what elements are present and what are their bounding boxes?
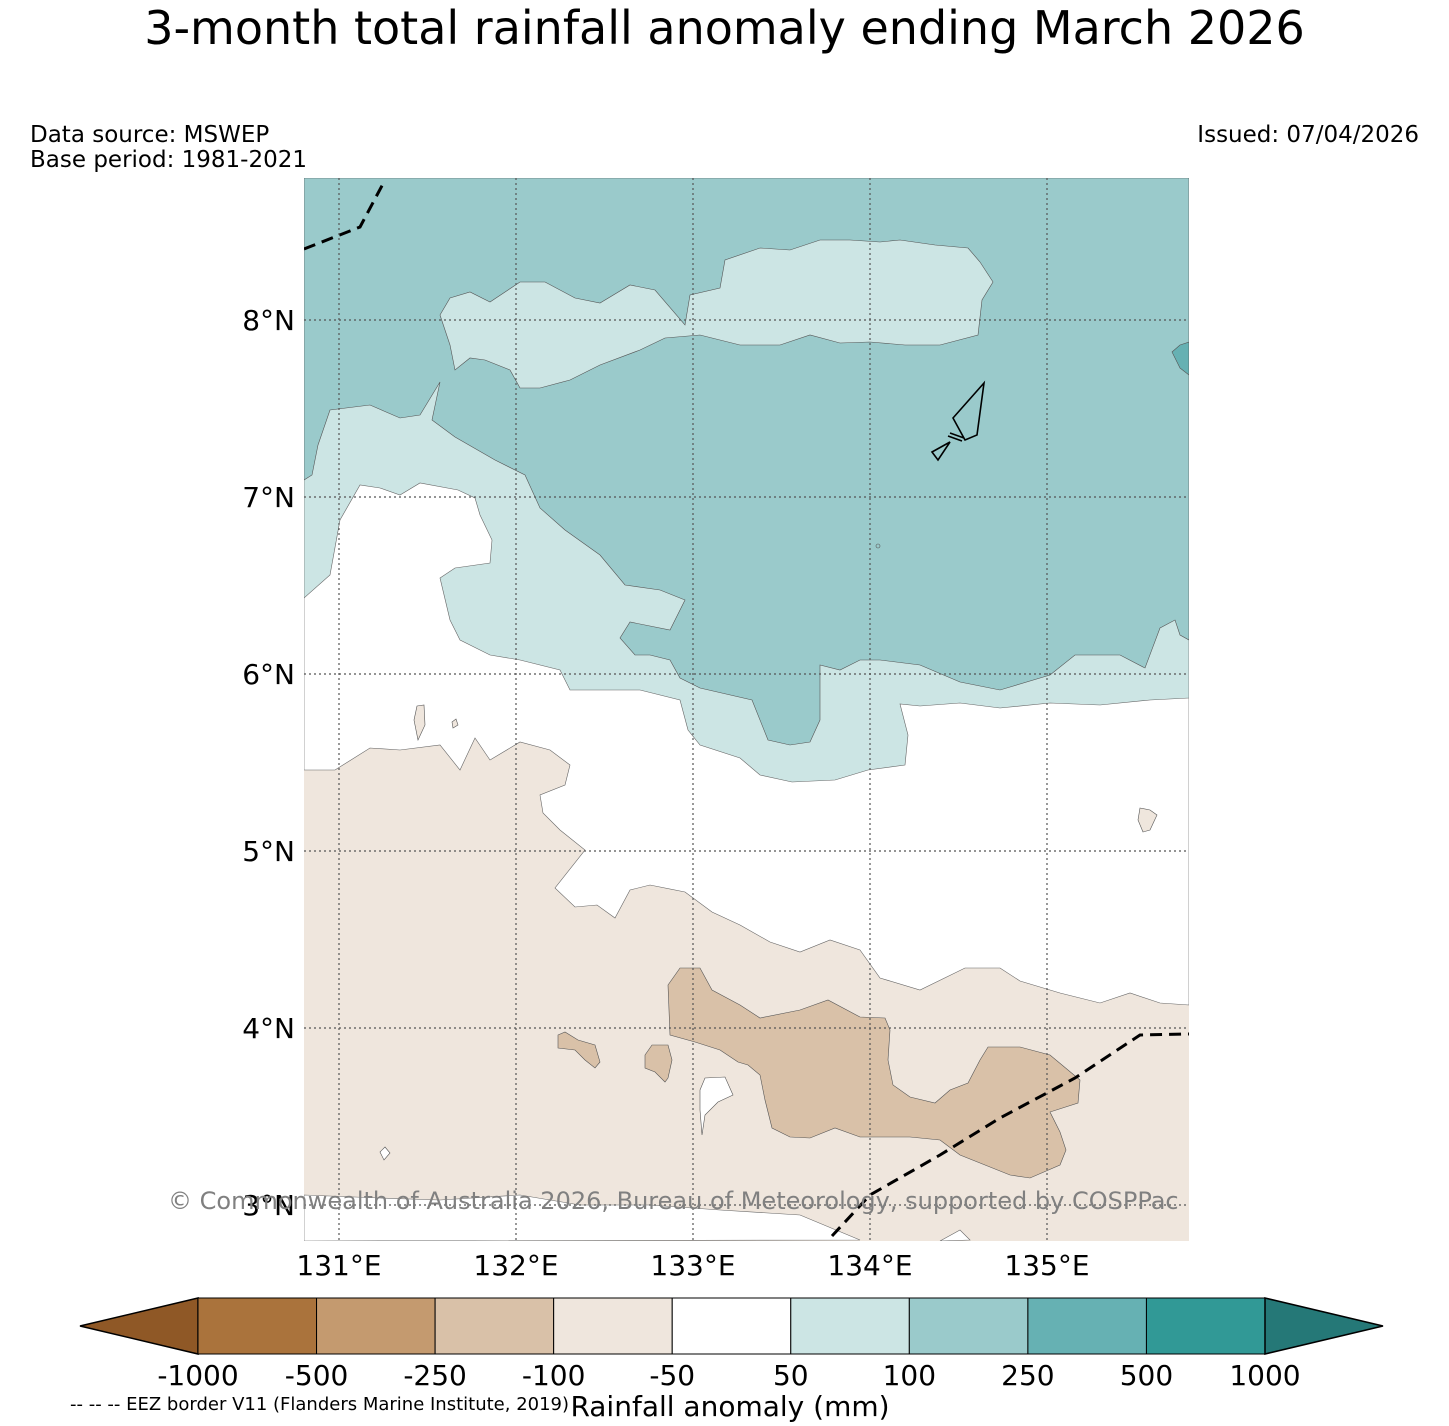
anomaly-patch-minus50-east xyxy=(1137,807,1158,833)
data-source: Data source: MSWEP xyxy=(30,122,270,148)
eez-border-north xyxy=(304,179,387,251)
base-period: Base period: 1981-2021 xyxy=(30,147,308,173)
colorbar-tick-label: 250 xyxy=(1001,1359,1054,1392)
anomaly-patch-neutral-tiny xyxy=(875,543,881,549)
copyright-notice: © Commonwealth of Australia 2026, Bureau… xyxy=(168,1187,1179,1215)
anomaly-patch-minus50-north-a xyxy=(413,704,426,741)
lon-label-133e: 133°E xyxy=(650,1249,735,1282)
colorbar-tick-label: 1000 xyxy=(1229,1359,1300,1392)
anomaly-band-minus250-minus100 xyxy=(667,967,1081,1179)
eez-border-south xyxy=(830,1032,1189,1238)
colorbar-tick-label: 500 xyxy=(1120,1359,1173,1392)
colorbar-segment xyxy=(1145,1297,1266,1355)
anomaly-patch-250-500 xyxy=(1171,341,1189,376)
colorbar-tick-label: -50 xyxy=(649,1359,695,1392)
colorbar-tick-label: -1000 xyxy=(157,1359,238,1392)
colorbar-extend-low xyxy=(79,1297,199,1355)
lat-label-7n: 7°N xyxy=(242,481,295,514)
colorbar-tick-label: -500 xyxy=(285,1359,349,1392)
eez-legend-note: -- -- -- EEZ border V11 (Flanders Marine… xyxy=(70,1394,570,1415)
lon-label-134e: 134°E xyxy=(827,1249,912,1282)
lat-label-3n: 3°N xyxy=(242,1189,295,1222)
colorbar-label: Rainfall anomaly (mm) xyxy=(570,1390,889,1423)
island-outline-main xyxy=(952,380,986,442)
anomaly-patch-50-100-north xyxy=(439,239,994,389)
lon-label-135e: 135°E xyxy=(1004,1249,1089,1282)
longitude-labels: 131°E 132°E 133°E 134°E 135°E xyxy=(296,1249,1089,1282)
colorbar-tick-label: 50 xyxy=(773,1359,809,1392)
lat-label-5n: 5°N xyxy=(242,835,295,868)
map-panel xyxy=(304,178,1189,1241)
colorbar-segment xyxy=(553,1297,673,1355)
island-outline-south xyxy=(930,432,965,462)
colorbar: -1000 -500 -250 -100 -50 50 100 250 500 1000 xyxy=(79,1297,1384,1392)
colorbar-tick-label: -250 xyxy=(403,1359,467,1392)
data-source-info: Data source: MSWEP Base period: 1981-202… xyxy=(30,123,307,173)
lat-label-8n: 8°N xyxy=(242,304,295,337)
colorbar-segment xyxy=(790,1297,910,1355)
colorbar-extend-high xyxy=(1264,1297,1384,1355)
colorbar-segment xyxy=(434,1297,555,1355)
anomaly-patch-neutral-south xyxy=(699,1076,734,1136)
colorbar-segment xyxy=(908,1297,1029,1355)
anomaly-patch-neutral-southwest xyxy=(379,1146,391,1161)
anomaly-patch-minus250-a xyxy=(557,1031,601,1069)
colorbar-segment xyxy=(197,1297,318,1355)
map-title: 3-month total rainfall anomaly ending Ma… xyxy=(144,1,1305,55)
colorbar-segment xyxy=(316,1297,436,1355)
lon-label-131e: 131°E xyxy=(296,1249,381,1282)
lat-label-4n: 4°N xyxy=(242,1012,295,1045)
gridlines xyxy=(304,178,1189,1241)
colorbar-segment xyxy=(1027,1297,1147,1355)
lat-label-6n: 6°N xyxy=(242,658,295,691)
colorbar-segment xyxy=(671,1297,792,1355)
lon-label-132e: 132°E xyxy=(473,1249,558,1282)
colorbar-tick-label: -100 xyxy=(522,1359,586,1392)
anomaly-band-neutral-south xyxy=(304,1194,971,1241)
issued-date: Issued: 07/04/2026 xyxy=(1197,122,1419,148)
anomaly-patch-minus250-b xyxy=(644,1044,673,1083)
anomaly-patch-minus50-north-b xyxy=(451,718,459,729)
colorbar-tick-label: 100 xyxy=(883,1359,936,1392)
latitude-labels: 8°N 7°N 6°N 5°N 4°N 3°N xyxy=(242,304,295,1222)
